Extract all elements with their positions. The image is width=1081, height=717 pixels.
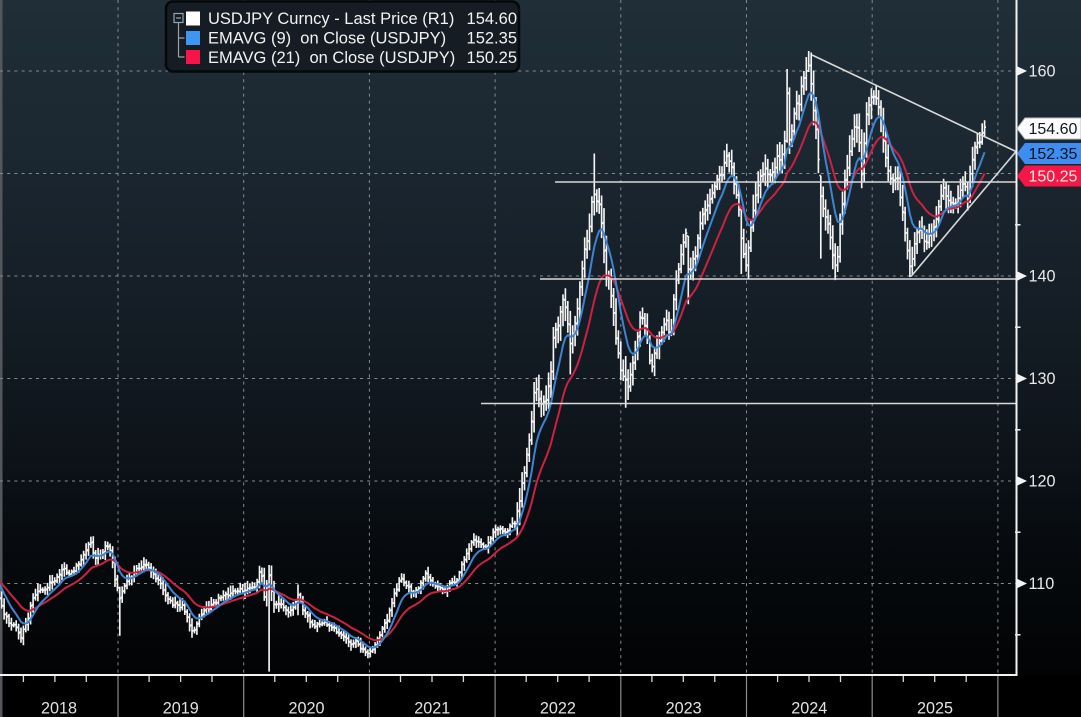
svg-text:150.25: 150.25	[467, 49, 517, 67]
svg-text:2018: 2018	[41, 700, 77, 717]
svg-text:2023: 2023	[666, 700, 702, 717]
svg-text:2019: 2019	[163, 700, 199, 717]
svg-text:140: 140	[1029, 268, 1056, 286]
svg-text:EMAVG (9) on Close (USDJPY): EMAVG (9) on Close (USDJPY)	[208, 30, 446, 48]
svg-text:2025: 2025	[917, 700, 953, 717]
svg-text:130: 130	[1029, 370, 1056, 388]
svg-text:EMAVG (21) on Close (USDJPY): EMAVG (21) on Close (USDJPY)	[208, 49, 455, 67]
svg-text:110: 110	[1029, 575, 1055, 593]
svg-text:USDJPY Curncy - Last Price (R1: USDJPY Curncy - Last Price (R1)	[208, 10, 454, 28]
svg-text:154.60: 154.60	[467, 10, 517, 28]
svg-text:152.35: 152.35	[467, 30, 517, 48]
svg-text:160: 160	[1029, 63, 1056, 81]
svg-text:120: 120	[1029, 473, 1056, 491]
svg-text:2022: 2022	[540, 700, 576, 717]
svg-text:2021: 2021	[414, 700, 450, 717]
svg-text:2024: 2024	[791, 700, 827, 717]
svg-text:152.35: 152.35	[1029, 146, 1078, 163]
svg-text:150.25: 150.25	[1029, 169, 1078, 186]
svg-text:2020: 2020	[288, 700, 324, 717]
svg-text:154.60: 154.60	[1029, 121, 1078, 138]
